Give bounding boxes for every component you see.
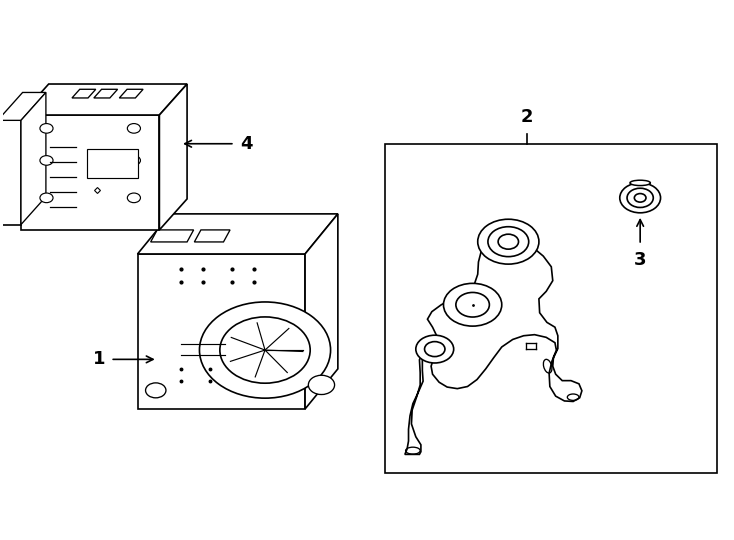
Circle shape xyxy=(498,234,518,249)
Circle shape xyxy=(619,183,661,213)
Polygon shape xyxy=(0,120,21,225)
Circle shape xyxy=(127,156,140,165)
Ellipse shape xyxy=(630,180,650,186)
Polygon shape xyxy=(137,254,305,409)
Polygon shape xyxy=(150,230,194,242)
Bar xyxy=(385,144,716,473)
Circle shape xyxy=(456,293,490,317)
Circle shape xyxy=(443,284,502,326)
Circle shape xyxy=(627,188,653,207)
Circle shape xyxy=(488,227,528,256)
Polygon shape xyxy=(305,214,338,409)
Polygon shape xyxy=(137,214,338,254)
Polygon shape xyxy=(159,84,187,230)
Circle shape xyxy=(127,193,140,202)
Circle shape xyxy=(424,342,445,356)
Text: 4: 4 xyxy=(240,135,252,153)
Circle shape xyxy=(478,219,539,264)
Polygon shape xyxy=(21,92,46,225)
Circle shape xyxy=(415,335,454,363)
Polygon shape xyxy=(87,150,137,178)
Circle shape xyxy=(200,302,330,398)
Polygon shape xyxy=(21,115,159,230)
Circle shape xyxy=(220,317,310,383)
Polygon shape xyxy=(72,89,95,98)
Polygon shape xyxy=(94,89,117,98)
Circle shape xyxy=(40,124,53,133)
Polygon shape xyxy=(405,229,582,454)
Polygon shape xyxy=(195,230,230,242)
Circle shape xyxy=(145,383,166,398)
Text: 1: 1 xyxy=(92,350,105,368)
Circle shape xyxy=(308,375,335,395)
Polygon shape xyxy=(21,84,187,115)
Polygon shape xyxy=(0,92,46,120)
Text: 2: 2 xyxy=(521,107,534,126)
Polygon shape xyxy=(120,89,143,98)
Circle shape xyxy=(40,156,53,165)
Circle shape xyxy=(634,193,646,202)
Text: 3: 3 xyxy=(634,251,647,269)
Circle shape xyxy=(127,124,140,133)
Circle shape xyxy=(40,193,53,202)
